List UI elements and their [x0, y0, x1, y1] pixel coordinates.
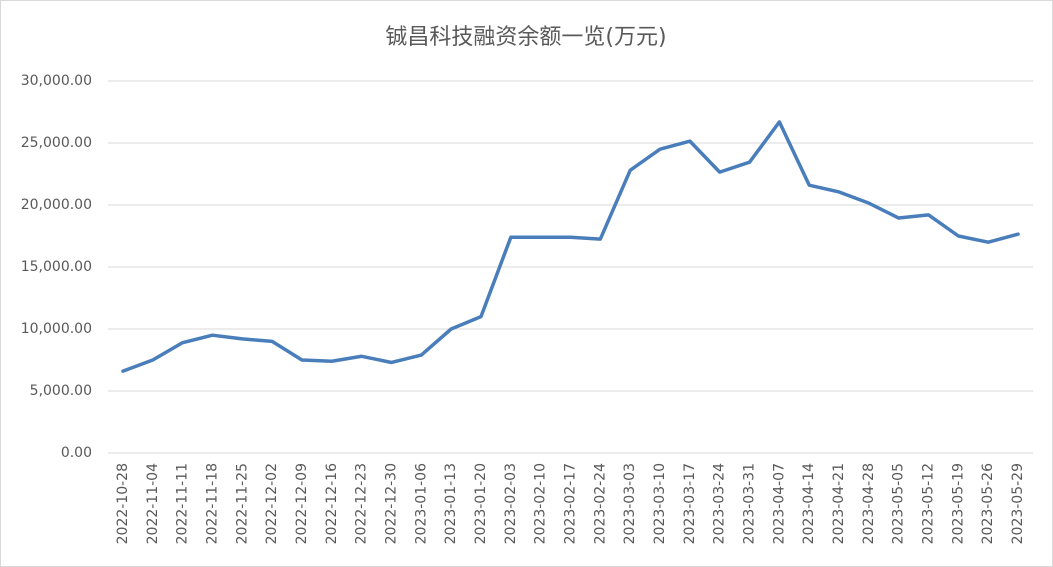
y-tick-label: 25,000.00 — [21, 135, 92, 151]
x-tick-label: 2023-03-24 — [712, 463, 728, 544]
x-tick-label: 2022-12-16 — [324, 463, 340, 544]
x-tick-label: 2023-05-12 — [921, 463, 937, 544]
x-tick-label: 2022-12-23 — [354, 463, 370, 544]
x-tick-label: 2023-01-13 — [443, 463, 459, 544]
x-tick-label: 2022-12-30 — [383, 463, 399, 544]
x-tick-label: 2023-01-20 — [473, 463, 489, 544]
x-tick-label: 2023-02-17 — [563, 463, 579, 544]
x-tick-label: 2022-11-04 — [145, 463, 161, 544]
x-tick-label: 2023-03-17 — [682, 463, 698, 544]
y-tick-label: 10,000.00 — [21, 321, 92, 337]
x-tick-label: 2023-03-31 — [742, 463, 758, 544]
x-tick-label: 2022-12-09 — [294, 463, 310, 544]
x-tick-label: 2022-11-11 — [175, 463, 191, 544]
x-tick-label: 2023-04-07 — [771, 463, 787, 544]
y-tick-label: 5,000.00 — [30, 383, 92, 399]
y-tick-label: 0.00 — [61, 445, 92, 461]
x-tick-label: 2023-05-05 — [891, 463, 907, 544]
x-tick-label: 2023-02-10 — [533, 463, 549, 544]
x-tick-label: 2023-05-19 — [950, 463, 966, 544]
x-tick-label: 2023-04-21 — [831, 463, 847, 544]
y-tick-label: 30,000.00 — [21, 73, 92, 89]
x-tick-label: 2023-05-29 — [1010, 463, 1026, 544]
x-tick-label: 2022-10-28 — [115, 463, 131, 544]
chart-title: 铖昌科技融资余额一览(万元) — [385, 25, 666, 50]
x-tick-label: 2023-01-06 — [413, 463, 429, 544]
x-tick-label: 2023-02-24 — [592, 463, 608, 544]
x-tick-label: 2022-11-25 — [234, 463, 250, 544]
data-line — [121, 120, 1020, 373]
x-tick-label: 2023-03-10 — [652, 463, 668, 544]
x-tick-label: 2023-04-14 — [801, 463, 817, 544]
x-tick-label: 2022-11-18 — [204, 463, 220, 544]
y-tick-label: 15,000.00 — [21, 259, 92, 275]
x-tick-label: 2022-12-02 — [264, 463, 280, 544]
x-tick-label: 2023-04-28 — [861, 463, 877, 544]
x-tick-label: 2023-02-03 — [503, 463, 519, 544]
x-tick-label: 2023-03-03 — [622, 463, 638, 544]
x-tick-label: 2023-05-26 — [980, 463, 996, 544]
y-tick-label: 20,000.00 — [21, 197, 92, 213]
